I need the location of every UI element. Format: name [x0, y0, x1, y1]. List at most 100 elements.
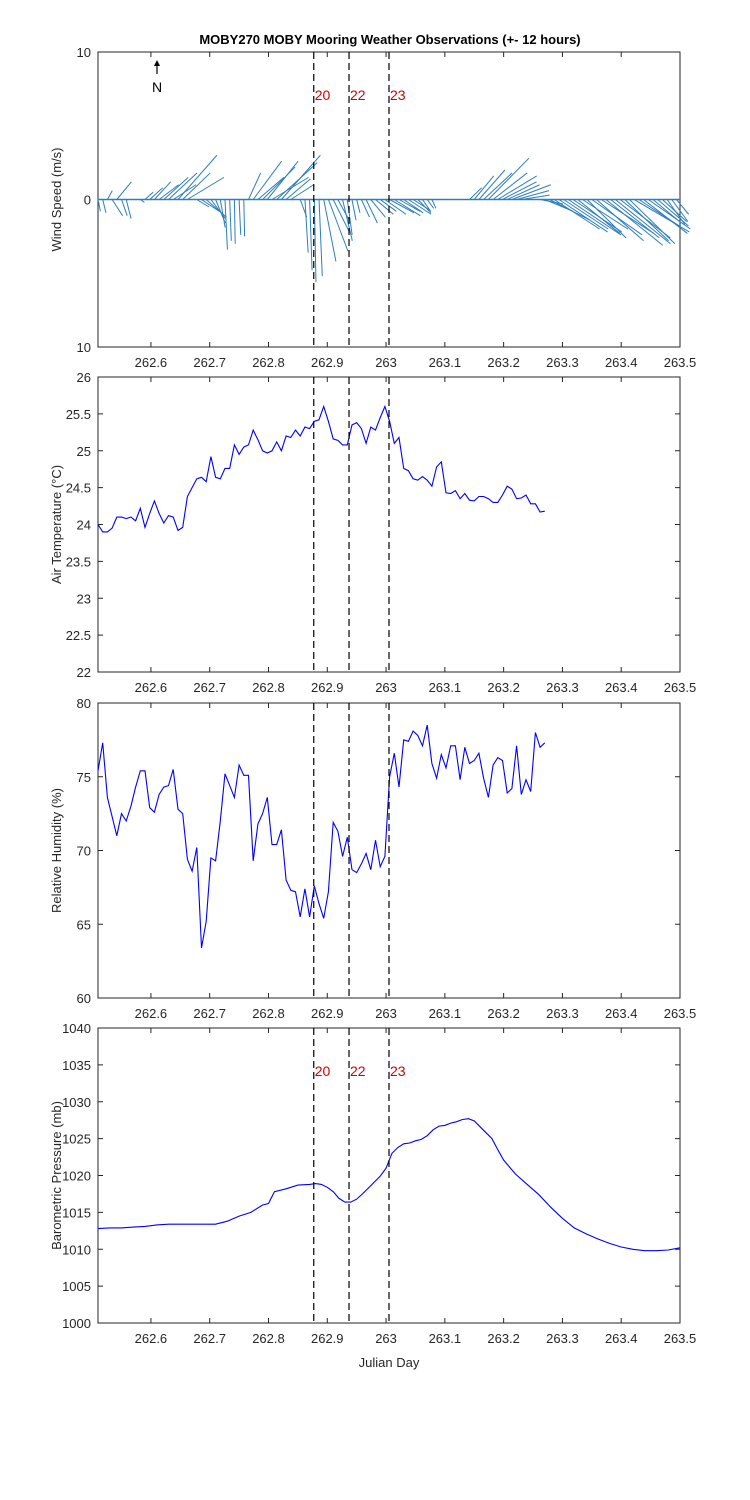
y-tick-label: 70 [77, 844, 91, 859]
y-axis-label: Relative Humidity (%) [49, 788, 64, 913]
wind-stick [633, 199, 690, 233]
panel-air-temperature: 262.6 262.7 262.8 262.9 263 263.1 263.2 263.3 26… [49, 370, 696, 695]
x-tick-label: 263.1 [429, 680, 462, 695]
wind-stick [201, 199, 220, 212]
wind-stick [229, 199, 232, 241]
y-tick-label: 24 [77, 518, 91, 533]
wind-stick [182, 172, 211, 200]
x-tick-label: 263.3 [546, 680, 579, 695]
wind-stick [610, 199, 660, 239]
y-tick-label: 80 [77, 696, 91, 711]
y-tick-label: 1005 [62, 1279, 91, 1294]
wind-stick [624, 199, 669, 242]
wind-stick [492, 172, 528, 200]
x-tick-label: 262.6 [135, 1331, 168, 1346]
wind-stick [304, 199, 309, 253]
x-tick-label: 262.7 [193, 680, 226, 695]
x-tick-label: 263.1 [429, 1331, 462, 1346]
x-tick-label: 263 [375, 355, 397, 370]
y-tick-label: 1020 [62, 1169, 91, 1184]
wind-stick [196, 199, 210, 208]
x-tick-label: 262.8 [252, 1006, 285, 1021]
wind-stick [521, 194, 550, 200]
wind-stick [144, 191, 154, 200]
series-line [97, 1118, 681, 1252]
wind-stick [360, 199, 370, 218]
wind-stick [577, 199, 621, 234]
wind-stick [379, 199, 397, 212]
x-tick-label: 262.9 [311, 355, 344, 370]
y-tick-label: 1025 [62, 1132, 91, 1147]
x-tick-label: 263.3 [546, 355, 579, 370]
wind-stick [238, 199, 242, 235]
wind-stick [473, 175, 495, 200]
y-tick-label: 24.5 [66, 481, 91, 496]
wind-stick [629, 199, 676, 245]
wind-stick [394, 199, 421, 217]
wind-stick [332, 199, 350, 233]
panel-wind-speed: 262.6 262.7 262.8 262.9 263 263.1 263.2 263.3 26… [49, 45, 696, 370]
series-line [97, 724, 546, 948]
y-tick-label: 23.5 [66, 554, 91, 569]
wind-stick [615, 199, 671, 245]
y-tick-label: 0 [84, 193, 91, 208]
x-tick-label: 263.2 [487, 1006, 520, 1021]
north-arrow-head-icon [154, 60, 160, 66]
wind-stick [582, 199, 629, 230]
x-tick-label: 262.8 [252, 1331, 285, 1346]
wind-stick [125, 199, 132, 219]
wind-stick [285, 178, 311, 200]
wind-stick [111, 199, 124, 216]
wind-stick [422, 199, 432, 212]
wind-stick [652, 199, 682, 224]
x-tick-label: 263 [375, 1006, 397, 1021]
wind-stick [647, 199, 691, 230]
x-tick-label: 262.6 [135, 1006, 168, 1021]
x-tick-label: 263.2 [487, 680, 520, 695]
x-tick-label: 263 [375, 680, 397, 695]
wind-stick [568, 199, 622, 236]
wind-stick [370, 199, 386, 218]
wind-stick [252, 160, 282, 200]
wind-stick [257, 176, 285, 200]
wind-stick [605, 199, 664, 246]
y-tick-label: 1035 [62, 1058, 91, 1073]
y-tick-label: 10 [77, 45, 91, 60]
wind-stick [168, 172, 198, 200]
wind-stick [158, 184, 179, 200]
y-tick-label: 1000 [62, 1316, 91, 1331]
y-tick-label: 1030 [62, 1095, 91, 1110]
wind-stick [558, 199, 608, 233]
wind-stick [140, 199, 145, 203]
x-axis-label: Julian Day [359, 1355, 420, 1370]
y-tick-label: 60 [77, 991, 91, 1006]
wind-stick [163, 177, 189, 200]
y-tick-label: 1040 [62, 1021, 91, 1036]
y-tick-label: 22.5 [66, 628, 91, 643]
wind-stick [187, 176, 225, 200]
wind-stick [403, 199, 424, 214]
wind-stick [511, 184, 551, 200]
y-tick-label: 25 [77, 444, 91, 459]
wind-stick [177, 154, 218, 200]
wind-stick [398, 199, 421, 212]
x-tick-label: 262.8 [252, 680, 285, 695]
x-tick-label: 263.1 [429, 355, 462, 370]
wind-stick [431, 199, 437, 209]
wind-stick [426, 199, 435, 209]
x-tick-label: 263.5 [664, 1006, 697, 1021]
wind-stick [290, 184, 314, 200]
x-tick-label: 263.3 [546, 1331, 579, 1346]
wind-stick [266, 160, 299, 200]
y-tick-label: 1015 [62, 1205, 91, 1220]
wind-stick [596, 199, 644, 242]
wind-stick [483, 172, 513, 200]
x-tick-label: 263.1 [429, 1006, 462, 1021]
wind-stick [375, 199, 394, 215]
wind-stick [233, 199, 236, 244]
x-tick-label: 263.4 [605, 1331, 638, 1346]
wind-stick [106, 190, 113, 200]
wind-stick [676, 199, 690, 215]
